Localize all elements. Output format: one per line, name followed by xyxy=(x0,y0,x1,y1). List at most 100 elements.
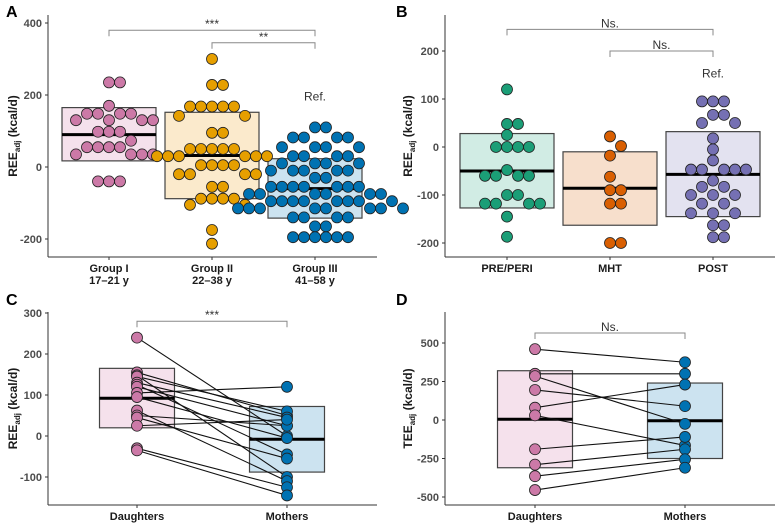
data-point xyxy=(501,83,513,96)
data-point xyxy=(232,202,244,215)
pair-line xyxy=(534,436,686,450)
data-point xyxy=(534,197,546,210)
data-point xyxy=(718,163,730,176)
y-tick-label: -100 xyxy=(20,472,42,484)
data-point xyxy=(353,141,365,154)
pair-line xyxy=(534,467,686,491)
data-point xyxy=(320,202,332,215)
data-point xyxy=(162,150,174,163)
data-point xyxy=(309,157,321,170)
data-point xyxy=(131,331,143,344)
data-point xyxy=(604,184,616,197)
y-tick-label: 0 xyxy=(433,142,439,154)
x-tick-label: 17–21 y xyxy=(89,275,130,287)
data-point xyxy=(707,132,719,145)
data-point xyxy=(615,184,627,197)
y-axis-label: REEadj (kcal/d) xyxy=(6,368,22,450)
data-point xyxy=(287,131,299,144)
data-point xyxy=(375,202,387,215)
data-point xyxy=(114,125,126,138)
x-tick-label: 22–38 y xyxy=(192,275,233,287)
data-point xyxy=(479,169,491,182)
data-point xyxy=(707,174,719,187)
x-tick-label: Daughters xyxy=(110,511,164,523)
pair-line xyxy=(136,386,288,394)
data-point xyxy=(287,211,299,224)
data-point xyxy=(81,141,93,154)
panel-letter: B xyxy=(396,4,408,21)
data-point xyxy=(70,114,82,127)
data-point xyxy=(512,169,524,182)
pair-line xyxy=(136,419,288,427)
data-point xyxy=(206,100,218,113)
data-point xyxy=(615,237,627,249)
significance-bracket xyxy=(211,42,316,49)
data-point xyxy=(501,118,513,130)
data-point xyxy=(173,109,185,122)
data-point xyxy=(151,150,163,163)
data-point xyxy=(243,188,255,200)
data-point xyxy=(501,210,513,223)
data-point xyxy=(195,143,207,155)
data-point xyxy=(696,163,708,176)
data-point xyxy=(217,79,229,91)
data-point xyxy=(679,356,691,369)
y-label-unit: (kcal/d) xyxy=(401,368,415,413)
data-point xyxy=(342,231,354,244)
data-point xyxy=(529,384,541,396)
y-label-main: REE xyxy=(6,152,20,177)
data-point xyxy=(331,211,343,224)
y-tick-label: 100 xyxy=(421,94,439,106)
data-point xyxy=(239,109,251,122)
data-point xyxy=(281,413,293,426)
data-point xyxy=(679,461,691,474)
data-point xyxy=(707,189,719,201)
data-point xyxy=(217,126,229,139)
data-point xyxy=(718,197,730,210)
y-label-sub: adj xyxy=(408,414,417,426)
data-point xyxy=(718,231,730,244)
x-tick-label: PRE/PERI xyxy=(481,263,532,275)
data-point xyxy=(479,197,491,210)
data-point xyxy=(342,131,354,144)
data-point xyxy=(309,202,321,215)
y-tick-label: 0 xyxy=(36,162,42,174)
data-point xyxy=(529,409,541,422)
data-point xyxy=(501,189,513,201)
data-point xyxy=(276,141,288,154)
pair-line xyxy=(534,375,686,425)
panel-D: D 500 250 0 -250 -500 TEEadj (kcal/d) Daughters… xyxy=(396,292,775,523)
data-point xyxy=(206,224,218,236)
pair-line xyxy=(136,414,288,427)
data-point xyxy=(353,180,365,193)
data-point xyxy=(718,95,730,108)
data-point xyxy=(604,197,616,210)
data-point xyxy=(136,114,148,127)
pair-line xyxy=(534,414,686,446)
data-point xyxy=(281,452,293,465)
x-tick-label: Mothers xyxy=(664,511,707,523)
y-label-main: REE xyxy=(6,425,20,450)
data-point xyxy=(320,220,332,233)
data-point xyxy=(707,219,719,232)
data-point xyxy=(342,164,354,177)
y-tick-label: 400 xyxy=(24,18,42,30)
data-point xyxy=(250,150,262,163)
data-point xyxy=(729,163,741,176)
significance-label: *** xyxy=(205,308,219,322)
data-point xyxy=(331,180,343,193)
x-tick-label: Group III xyxy=(292,263,337,275)
y-label-main: REE xyxy=(401,152,415,177)
data-point xyxy=(604,130,616,143)
reference-label: Ref. xyxy=(304,89,326,103)
data-point xyxy=(512,118,524,130)
significance-bracket xyxy=(534,332,686,339)
pair-line xyxy=(136,384,288,455)
data-point xyxy=(184,198,196,211)
data-point xyxy=(206,126,218,139)
data-point xyxy=(239,168,251,181)
data-point xyxy=(206,79,218,91)
pair-line xyxy=(136,396,288,439)
data-point xyxy=(331,131,343,144)
data-point xyxy=(265,195,277,208)
